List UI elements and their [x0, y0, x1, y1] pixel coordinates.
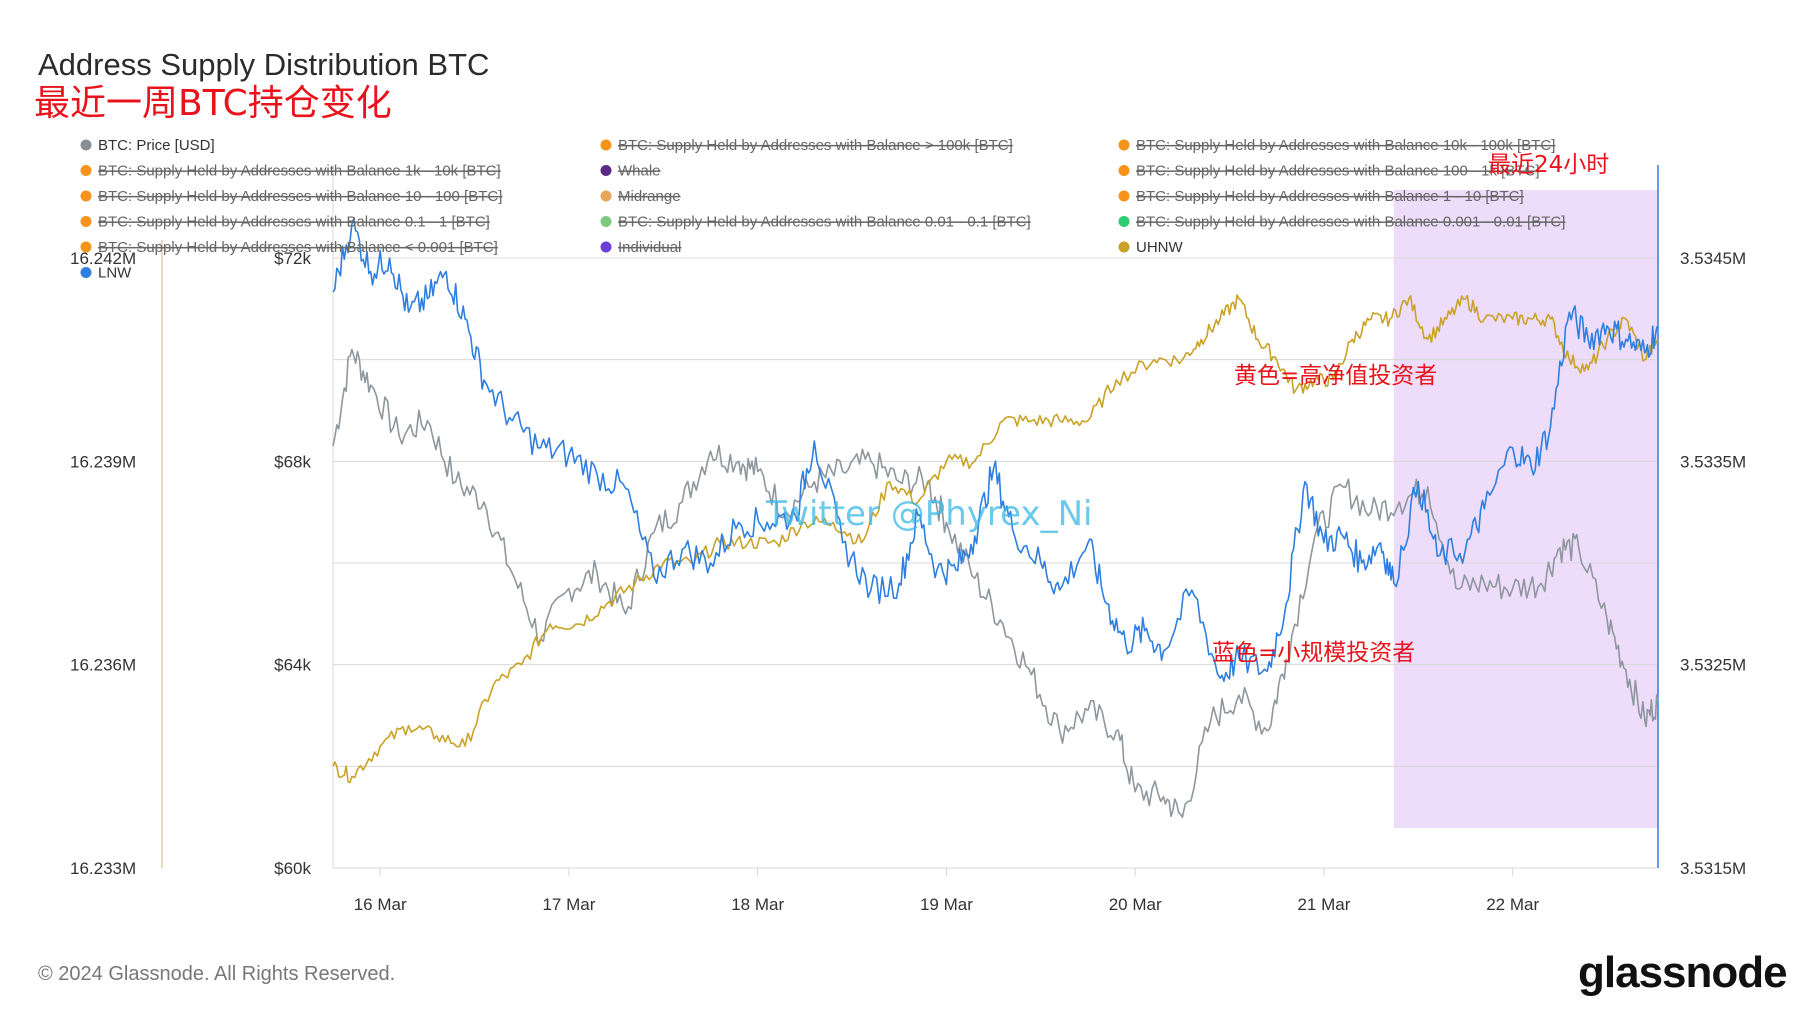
legend-label: BTC: Supply Held by Addresses with Balan…: [98, 188, 502, 205]
legend-item[interactable]: LNW: [80, 265, 133, 282]
legend-swatch: [80, 216, 92, 227]
legend-swatch: [80, 241, 92, 253]
annotation-last-24h: 最近24小时: [1488, 152, 1609, 178]
legend-label: BTC: Supply Held by Addresses with Balan…: [98, 214, 490, 231]
legend-item[interactable]: BTC: Price [USD]: [80, 137, 215, 154]
watermark-text: Twitter @Phyrex_Ni: [765, 494, 1093, 534]
legend-swatch: [80, 165, 92, 176]
legend-swatch: [1118, 139, 1130, 151]
legend-label: BTC: Supply Held by Addresses with Balan…: [1136, 137, 1555, 154]
legend-label: Midrange: [618, 188, 681, 205]
series-lines: [332, 218, 1659, 818]
legend-label: BTC: Supply Held by Addresses with Balan…: [1136, 163, 1540, 180]
footer-copyright: © 2024 Glassnode. All Rights Reserved.: [38, 963, 395, 985]
chart-subtitle: 最近一周BTC持仓变化: [34, 83, 392, 124]
legend-label: BTC: Supply Held by Addresses with Balan…: [618, 214, 1031, 231]
series-line-btc-price-usd-: [332, 348, 1659, 818]
axes: 16.242M 16.239M 16.236M 16.233M $72k $68k $64k…: [70, 165, 1746, 914]
legend-item[interactable]: BTC: Supply Held by Addresses with Balan…: [1118, 214, 1566, 231]
legend-swatch: [80, 139, 92, 151]
x-tick-label: 21 Mar: [1297, 895, 1350, 914]
legend-label: BTC: Supply Held by Addresses with Balan…: [1136, 214, 1565, 231]
x-tick-label: 22 Mar: [1486, 895, 1539, 914]
legend-label: BTC: Supply Held by Addresses with Balan…: [98, 239, 498, 256]
legend-swatch: [1118, 216, 1130, 227]
glassnode-logo: glassnode: [1578, 948, 1787, 997]
legend-swatch: [600, 165, 612, 176]
legend-swatch: [80, 267, 92, 278]
legend-swatch: [600, 241, 612, 253]
legend-item[interactable]: BTC: Supply Held by Addresses with Balan…: [80, 239, 498, 256]
highlight-rect-last-24h: [1393, 190, 1658, 828]
legend-item[interactable]: BTC: Supply Held by Addresses with Balan…: [1118, 137, 1556, 154]
left-inner-axis-tick-label: $72k: [274, 249, 311, 268]
legend-item[interactable]: UHNW: [1118, 239, 1184, 256]
legend-item[interactable]: Individual: [600, 239, 682, 256]
legend-label: BTC: Supply Held by Addresses with Balan…: [618, 137, 1013, 154]
chart-title: Address Supply Distribution BTC: [38, 47, 489, 82]
highlight-region: [1393, 190, 1658, 828]
legend-item[interactable]: BTC: Supply Held by Addresses with Balan…: [80, 214, 490, 231]
legend-label: BTC: Supply Held by Addresses with Balan…: [1136, 188, 1524, 205]
legend-label: UHNW: [1136, 239, 1183, 256]
right-axis-tick-label: 3.5315M: [1680, 859, 1746, 878]
legend-label: Whale: [618, 163, 661, 180]
left-inner-axis-tick-label: $64k: [274, 656, 311, 675]
legend-item[interactable]: BTC: Supply Held by Addresses with Balan…: [600, 214, 1031, 231]
legend-item[interactable]: Whale: [600, 163, 661, 180]
legend-item[interactable]: BTC: Supply Held by Addresses with Balan…: [600, 137, 1013, 154]
legend[interactable]: BTC: Price [USD] BTC: Supply Held by Addr…: [80, 137, 1566, 282]
legend-item[interactable]: BTC: Supply Held by Addresses with Balan…: [1118, 188, 1524, 205]
left-outer-axis-tick-label: 16.233M: [70, 859, 136, 878]
legend-swatch: [1118, 165, 1130, 176]
annotation-yellow-uhnw: 黄色=高净值投资者: [1234, 363, 1437, 389]
legend-swatch: [600, 216, 612, 227]
legend-swatch: [600, 139, 612, 151]
legend-label: Individual: [618, 239, 681, 256]
left-outer-axis-tick-label: 16.239M: [70, 452, 136, 471]
legend-item[interactable]: BTC: Supply Held by Addresses with Balan…: [80, 163, 501, 180]
legend-swatch: [1118, 190, 1130, 202]
legend-item[interactable]: BTC: Supply Held by Addresses with Balan…: [1118, 163, 1540, 180]
legend-swatch: [80, 190, 92, 202]
x-tick-label: 20 Mar: [1109, 895, 1162, 914]
series-line-lnw: [332, 218, 1659, 683]
x-tick-label: 19 Mar: [920, 895, 973, 914]
right-axis-tick-label: 3.5335M: [1680, 452, 1746, 471]
left-outer-axis-tick-label: 16.242M: [70, 249, 136, 268]
right-axis-tick-label: 3.5345M: [1680, 249, 1746, 268]
annotation-blue-lnw: 蓝色=小规模投资者: [1212, 640, 1415, 666]
left-inner-axis-tick-label: $68k: [274, 452, 311, 471]
series-line-uhnw: [332, 294, 1659, 784]
legend-label: BTC: Supply Held by Addresses with Balan…: [98, 163, 501, 180]
left-outer-axis-tick-label: 16.236M: [70, 656, 136, 675]
x-tick-label: 16 Mar: [354, 895, 407, 914]
left-inner-axis-tick-label: $60k: [274, 859, 311, 878]
legend-item[interactable]: BTC: Supply Held by Addresses with Balan…: [80, 188, 503, 205]
legend-swatch: [600, 190, 612, 202]
right-axis-tick-label: 3.5325M: [1680, 656, 1746, 675]
legend-swatch: [1118, 241, 1130, 253]
legend-label: BTC: Price [USD]: [98, 137, 215, 154]
legend-item[interactable]: Midrange: [600, 188, 681, 205]
x-tick-label: 17 Mar: [542, 895, 595, 914]
legend-label: LNW: [98, 265, 132, 282]
x-tick-label: 18 Mar: [731, 895, 784, 914]
